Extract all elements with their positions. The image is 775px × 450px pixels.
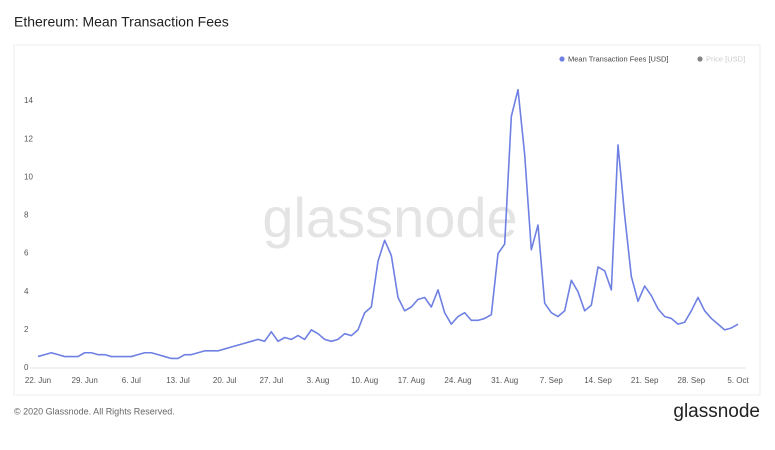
y-tick-label: 12 bbox=[24, 134, 33, 143]
y-tick-label: 10 bbox=[24, 172, 33, 181]
logo: glassnode bbox=[673, 401, 760, 422]
legend-marker bbox=[559, 56, 565, 62]
x-tick-label: 31. Aug bbox=[491, 376, 518, 385]
x-tick-label: 5. Oct bbox=[727, 376, 749, 385]
x-tick-label: 14. Sep bbox=[584, 376, 612, 385]
x-tick-label: 22. Jun bbox=[25, 376, 51, 385]
y-tick-label: 8 bbox=[24, 211, 29, 220]
x-tick-label: 10. Aug bbox=[351, 376, 378, 385]
y-tick-label: 6 bbox=[24, 249, 29, 258]
y-tick-label: 0 bbox=[24, 363, 29, 372]
watermark: glassnode bbox=[262, 186, 517, 249]
x-tick-label: 27. Jul bbox=[260, 376, 284, 385]
x-tick-label: 13. Jul bbox=[166, 376, 190, 385]
x-tick-label: 24. Aug bbox=[444, 376, 471, 385]
x-tick-label: 20. Jul bbox=[213, 376, 237, 385]
chart-title: Ethereum: Mean Transaction Fees bbox=[14, 14, 229, 30]
x-tick-label: 17. Aug bbox=[398, 376, 425, 385]
x-tick-label: 7. Sep bbox=[540, 376, 564, 385]
legend-marker bbox=[697, 56, 703, 62]
footer: © 2020 Glassnode. All Rights Reserved. bbox=[14, 406, 175, 416]
x-tick-label: 3. Aug bbox=[307, 376, 330, 385]
legend-label: Price [USD] bbox=[706, 54, 745, 63]
y-tick-label: 14 bbox=[24, 96, 33, 105]
x-tick-label: 21. Sep bbox=[631, 376, 659, 385]
legend-label: Mean Transaction Fees [USD] bbox=[568, 54, 668, 63]
chart-panel bbox=[13, 44, 761, 396]
x-tick-label: 28. Sep bbox=[678, 376, 706, 385]
x-tick-label: 6. Jul bbox=[122, 376, 141, 385]
y-tick-label: 2 bbox=[24, 325, 29, 334]
series-line bbox=[37, 88, 739, 360]
y-tick-label: 4 bbox=[24, 287, 29, 296]
x-tick-label: 29. Jun bbox=[72, 376, 98, 385]
